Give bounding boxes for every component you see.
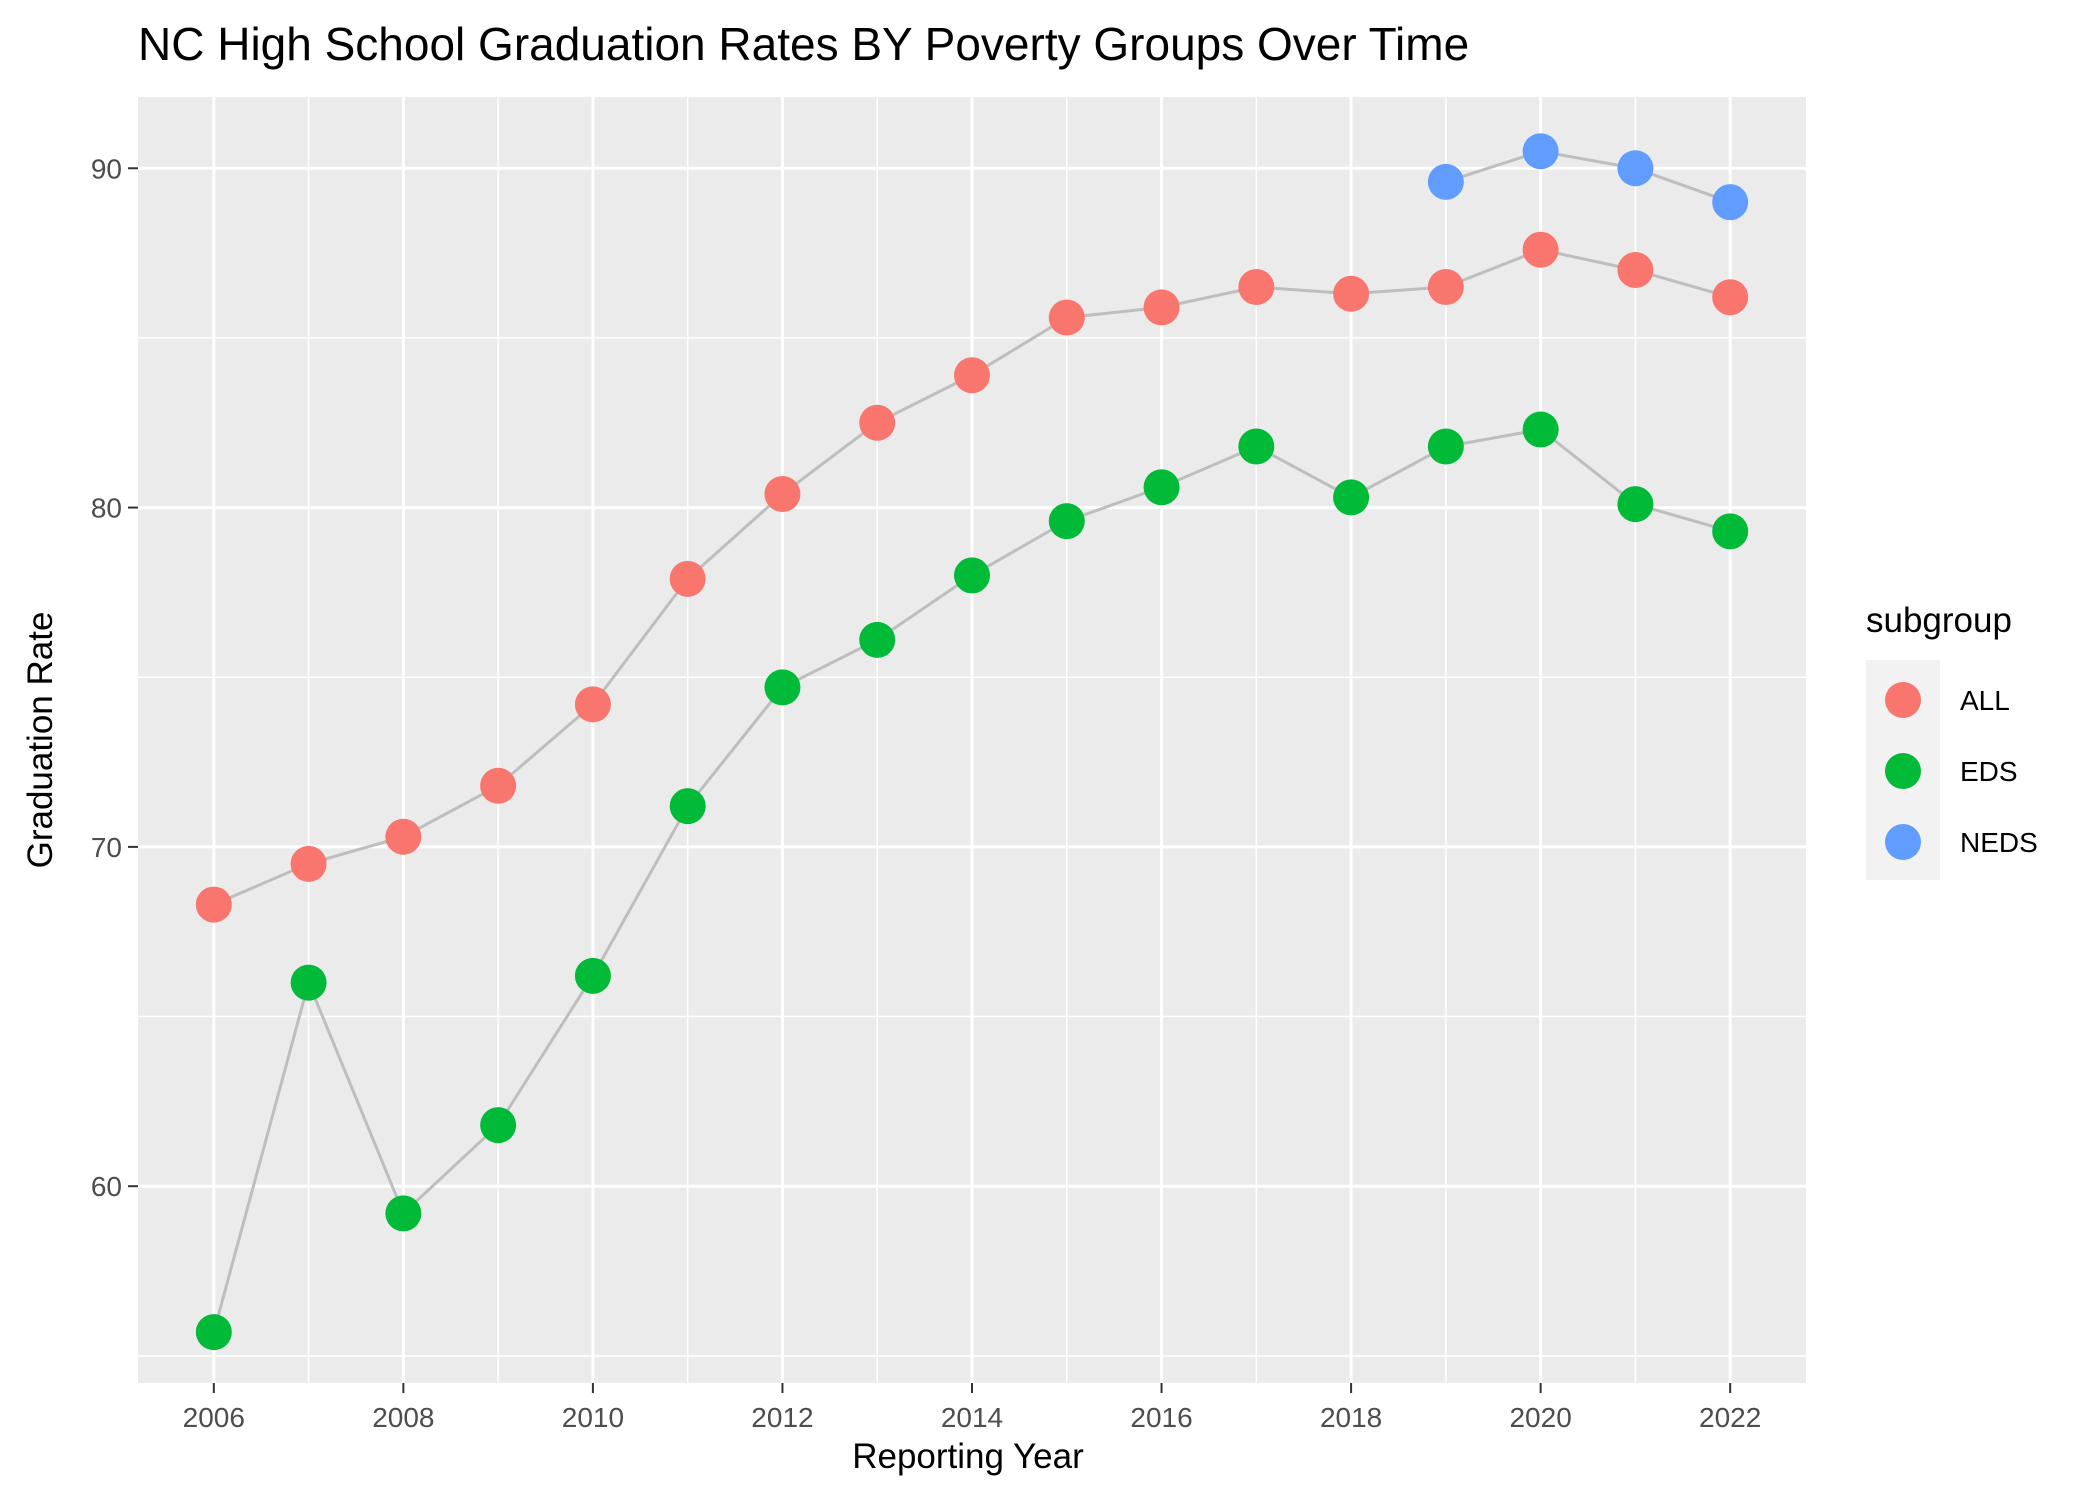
point-all bbox=[385, 818, 422, 855]
x-tick-label: 2010 bbox=[562, 1402, 624, 1433]
point-all bbox=[574, 686, 611, 723]
legend: subgroup ALL EDS NEDS bbox=[1866, 601, 2038, 880]
chart-title: NC High School Graduation Rates BY Pover… bbox=[138, 18, 1469, 70]
legend-key-all bbox=[1885, 682, 1921, 718]
point-all bbox=[480, 767, 517, 804]
point-all bbox=[290, 845, 327, 882]
x-tick-label: 2014 bbox=[941, 1402, 1003, 1433]
legend-key-neds bbox=[1885, 824, 1921, 860]
point-all bbox=[1333, 275, 1370, 312]
point-all bbox=[1617, 252, 1654, 289]
point-neds bbox=[1427, 163, 1464, 200]
axes: 2006 2008 2010 2012 2014 2016 2018 2020 2022 60 70… bbox=[91, 153, 1761, 1433]
point-all bbox=[669, 560, 706, 597]
point-all bbox=[954, 357, 990, 394]
point-eds bbox=[859, 621, 896, 658]
point-eds bbox=[669, 788, 706, 825]
point-eds bbox=[385, 1195, 422, 1232]
x-tick-label: 2012 bbox=[751, 1402, 813, 1433]
point-eds bbox=[1333, 479, 1370, 516]
point-neds bbox=[1522, 133, 1559, 170]
point-eds bbox=[1712, 513, 1749, 550]
point-all bbox=[1522, 231, 1559, 268]
y-tick-label: 90 bbox=[91, 153, 122, 184]
point-all bbox=[859, 404, 896, 441]
point-all bbox=[1712, 279, 1749, 316]
point-eds bbox=[1238, 428, 1275, 465]
x-tick-label: 2022 bbox=[1699, 1402, 1761, 1433]
y-tick-label: 80 bbox=[91, 493, 122, 524]
point-neds bbox=[1712, 184, 1749, 221]
point-eds bbox=[764, 669, 801, 706]
legend-title: subgroup bbox=[1866, 601, 2012, 640]
point-eds bbox=[1617, 486, 1654, 523]
point-eds bbox=[1522, 411, 1559, 448]
y-axis-title: Graduation Rate bbox=[21, 612, 60, 869]
legend-key-eds bbox=[1885, 753, 1921, 789]
legend-label-all: ALL bbox=[1960, 685, 2010, 716]
point-all bbox=[1143, 289, 1180, 326]
y-tick-label: 60 bbox=[91, 1171, 122, 1202]
x-axis-title: Reporting Year bbox=[852, 1437, 1084, 1476]
legend-label-eds: EDS bbox=[1960, 756, 2018, 787]
point-all bbox=[1048, 299, 1085, 336]
point-eds bbox=[1143, 469, 1180, 506]
point-eds bbox=[480, 1107, 517, 1144]
legend-label-neds: NEDS bbox=[1960, 827, 2038, 858]
point-eds bbox=[1048, 503, 1085, 540]
point-eds bbox=[195, 1314, 232, 1351]
point-neds bbox=[1617, 150, 1654, 187]
point-eds bbox=[574, 957, 611, 994]
data-points bbox=[195, 133, 1749, 1351]
x-tick-label: 2018 bbox=[1320, 1402, 1382, 1433]
x-tick-label: 2016 bbox=[1130, 1402, 1192, 1433]
point-all bbox=[1427, 269, 1464, 306]
x-tick-label: 2006 bbox=[183, 1402, 245, 1433]
y-tick-label: 70 bbox=[91, 832, 122, 863]
point-all bbox=[764, 475, 801, 512]
point-all bbox=[195, 886, 232, 923]
point-all bbox=[1238, 269, 1275, 306]
series-line-neds bbox=[1445, 149, 1731, 204]
x-tick-label: 2020 bbox=[1509, 1402, 1571, 1433]
point-eds bbox=[290, 964, 327, 1001]
x-tick-label: 2008 bbox=[372, 1402, 434, 1433]
point-eds bbox=[954, 557, 990, 594]
point-eds bbox=[1427, 428, 1464, 465]
